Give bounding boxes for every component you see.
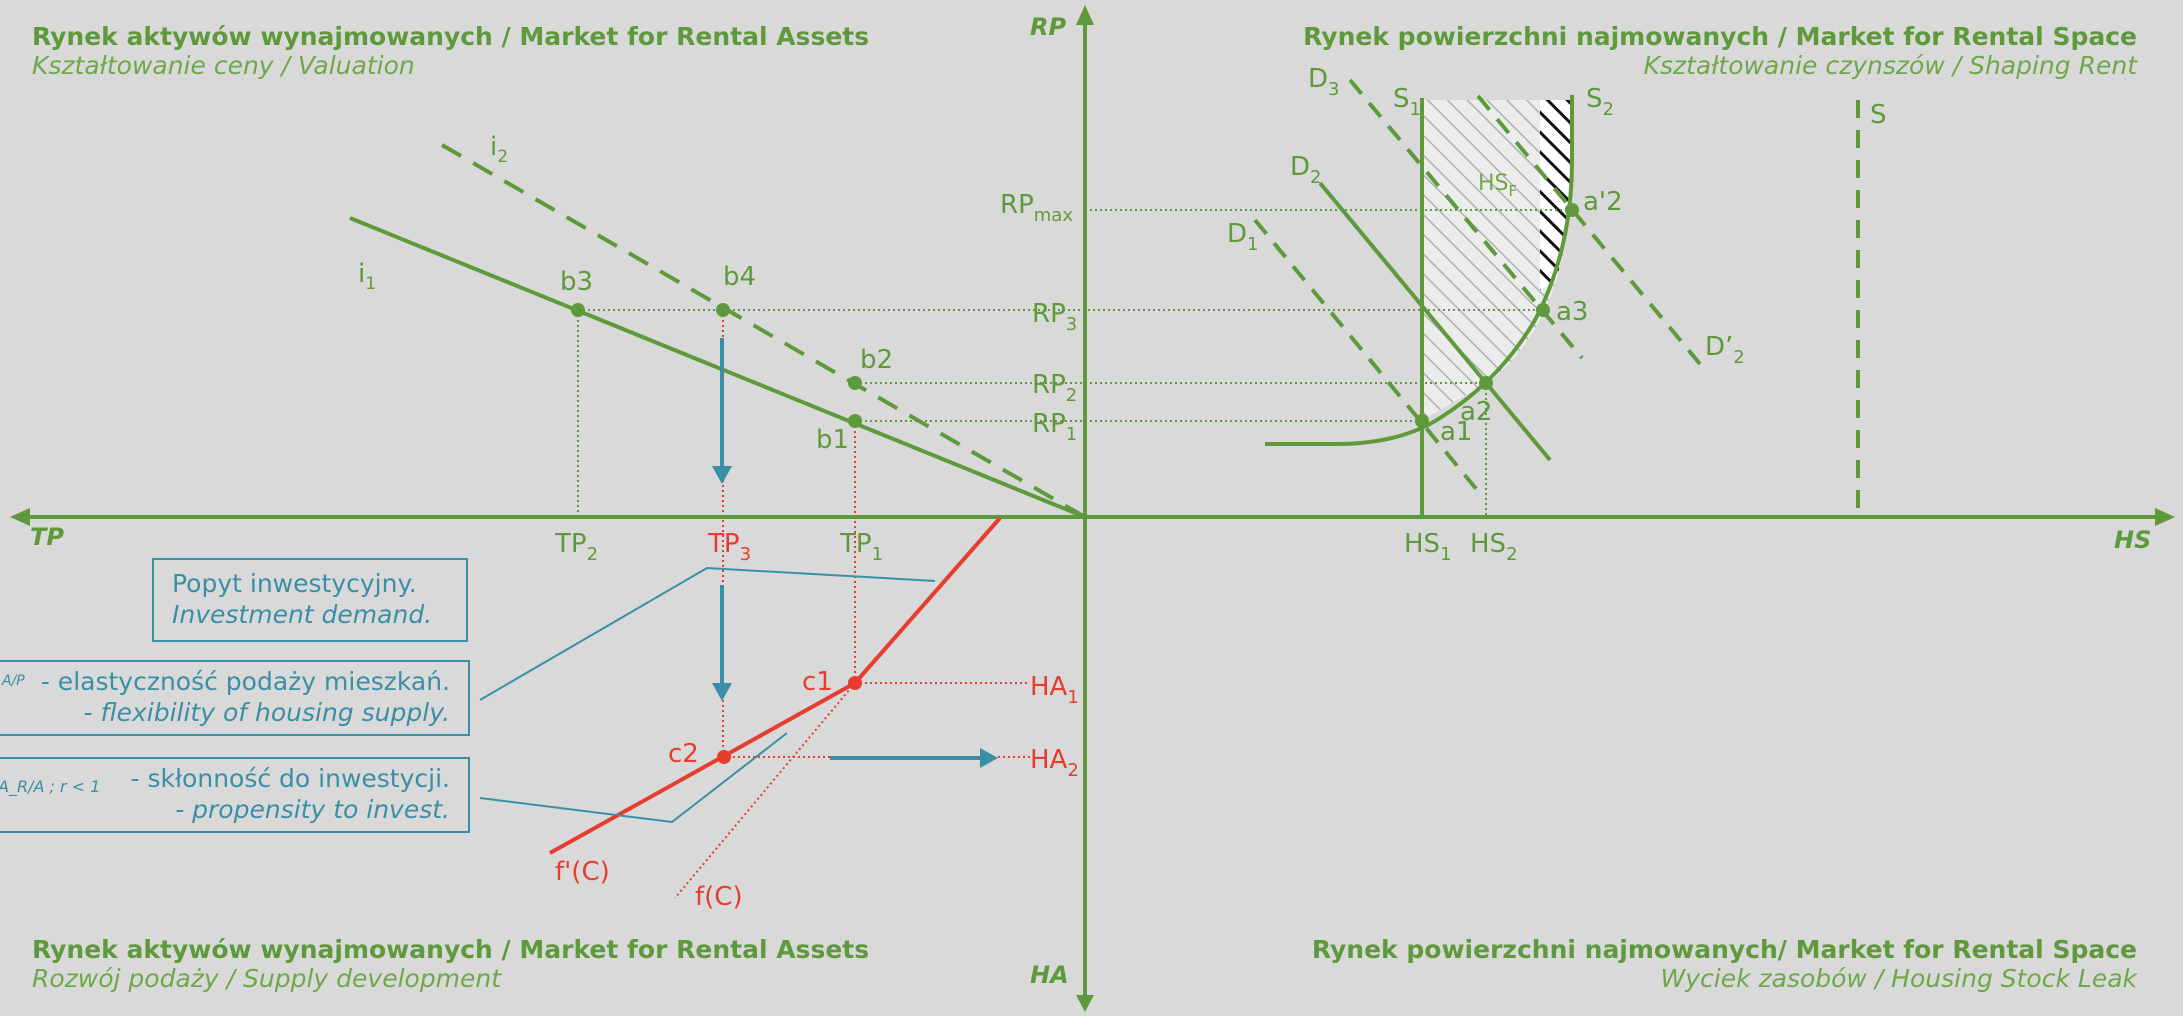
- quadrant-top-left: Rynek aktywów wynajmowanych / Market for…: [32, 22, 869, 80]
- axis-label-up: RP: [1030, 13, 1066, 41]
- box-line-pl: Popyt inwestycyjny.: [172, 569, 417, 598]
- green-points: [571, 203, 1579, 428]
- label-rp1: RP1: [1032, 409, 1077, 445]
- label-i2: i2: [490, 132, 508, 167]
- quadrant-subtitle: Wyciek zasobów / Housing Stock Leak: [1660, 964, 2137, 993]
- box-line-en: - propensity to invest.: [175, 795, 450, 824]
- box-line-en: - flexibility of housing supply.: [83, 698, 450, 727]
- blue-connectors: [479, 566, 936, 824]
- elasticity-formula: A/P: [2, 673, 25, 689]
- label-s: S: [1870, 100, 1887, 130]
- investment-demand-box: Popyt inwestycyjny. Investment demand.: [152, 558, 468, 642]
- label-rp2: RP2: [1032, 370, 1077, 406]
- label-b1: b1: [816, 425, 849, 455]
- quadrant-bottom-left: Rynek aktywów wynajmowanych / Market for…: [32, 935, 869, 993]
- label-c1: c1: [802, 667, 833, 697]
- d2-line: [1318, 181, 1552, 462]
- box-line-pl: A_R/A ; r < 1- skłonność do inwestycji.: [0, 763, 450, 796]
- red-guide-lines: [674, 310, 1030, 899]
- label-s2: S2: [1586, 84, 1614, 120]
- axes: [10, 5, 2175, 1012]
- quadrant-title: Rynek powierzchni najmowanych/ Market fo…: [1311, 935, 2137, 964]
- hsf-dark-hatched-area: [1540, 100, 1572, 290]
- label-c2: c2: [668, 739, 699, 769]
- axis-label-left: TP: [30, 523, 64, 551]
- label-tp3: TP3: [707, 529, 751, 565]
- label-b3: b3: [560, 267, 593, 297]
- f-prime-c-line: [549, 516, 1002, 855]
- label-hs1: HS1: [1404, 529, 1452, 565]
- propensity-formula: A_R/A ; r < 1: [0, 777, 101, 796]
- label-a1: a1: [1440, 417, 1472, 447]
- quadrant-subtitle: Kształtowanie ceny / Valuation: [32, 51, 415, 80]
- axis-label-down: HA: [1030, 961, 1069, 989]
- quadrant-title: Rynek aktywów wynajmowanych / Market for…: [32, 935, 870, 964]
- label-f-c: f(C): [695, 882, 743, 912]
- label-rpmax: RPmax: [1000, 190, 1073, 226]
- label-f-prime-c: f'(C): [555, 857, 610, 887]
- quadrant-subtitle: Kształtowanie czynszów / Shaping Rent: [1643, 51, 2137, 80]
- label-d2-prime: D’2: [1705, 332, 1745, 368]
- label-ha1: HA1: [1030, 672, 1079, 708]
- label-a3: a3: [1556, 297, 1588, 327]
- hsf-hatched-area: [1422, 100, 1572, 420]
- blue-arrows: [712, 338, 998, 768]
- elasticity-box: A/P - elastyczność podaży mieszkań. - fle…: [0, 660, 470, 736]
- i2-line: [440, 143, 1087, 519]
- green-guide-lines: [577, 209, 1572, 517]
- quadrant-top-right: Rynek powierzchni najmowanych / Market f…: [1303, 22, 2137, 80]
- label-i1: i1: [358, 259, 376, 294]
- label-a2: a2: [1460, 397, 1492, 427]
- label-tp2: TP2: [554, 529, 598, 565]
- label-s1: S1: [1393, 84, 1421, 120]
- label-a-prime-2: a'2: [1583, 187, 1623, 217]
- quadrant-title: Rynek powierzchni najmowanych / Market f…: [1303, 22, 2137, 51]
- label-d1: D1: [1227, 219, 1258, 255]
- label-ha2: HA2: [1030, 745, 1079, 781]
- label-hs2: HS2: [1470, 529, 1518, 565]
- label-rp3: RP3: [1032, 299, 1077, 335]
- propensity-box: A_R/A ; r < 1- skłonność do inwestycji. …: [0, 757, 470, 833]
- axis-label-right: HS: [2114, 526, 2151, 554]
- red-points: [717, 676, 862, 764]
- quadrant-subtitle: Rozwój podaży / Supply development: [32, 964, 502, 993]
- label-b2: b2: [860, 345, 893, 375]
- s2-curve: [1265, 95, 1574, 446]
- box-line-en: Investment demand.: [172, 600, 433, 629]
- quadrant-bottom-right: Rynek powierzchni najmowanych/ Market fo…: [1312, 935, 2137, 993]
- box-line-pl: A/P - elastyczność podaży mieszkań.: [2, 667, 450, 696]
- quadrant-title: Rynek aktywów wynajmowanych / Market for…: [32, 22, 870, 51]
- label-b4: b4: [723, 262, 756, 292]
- label-d2: D2: [1290, 152, 1321, 188]
- label-tp1: TP1: [839, 529, 883, 565]
- i1-line: [349, 216, 1086, 519]
